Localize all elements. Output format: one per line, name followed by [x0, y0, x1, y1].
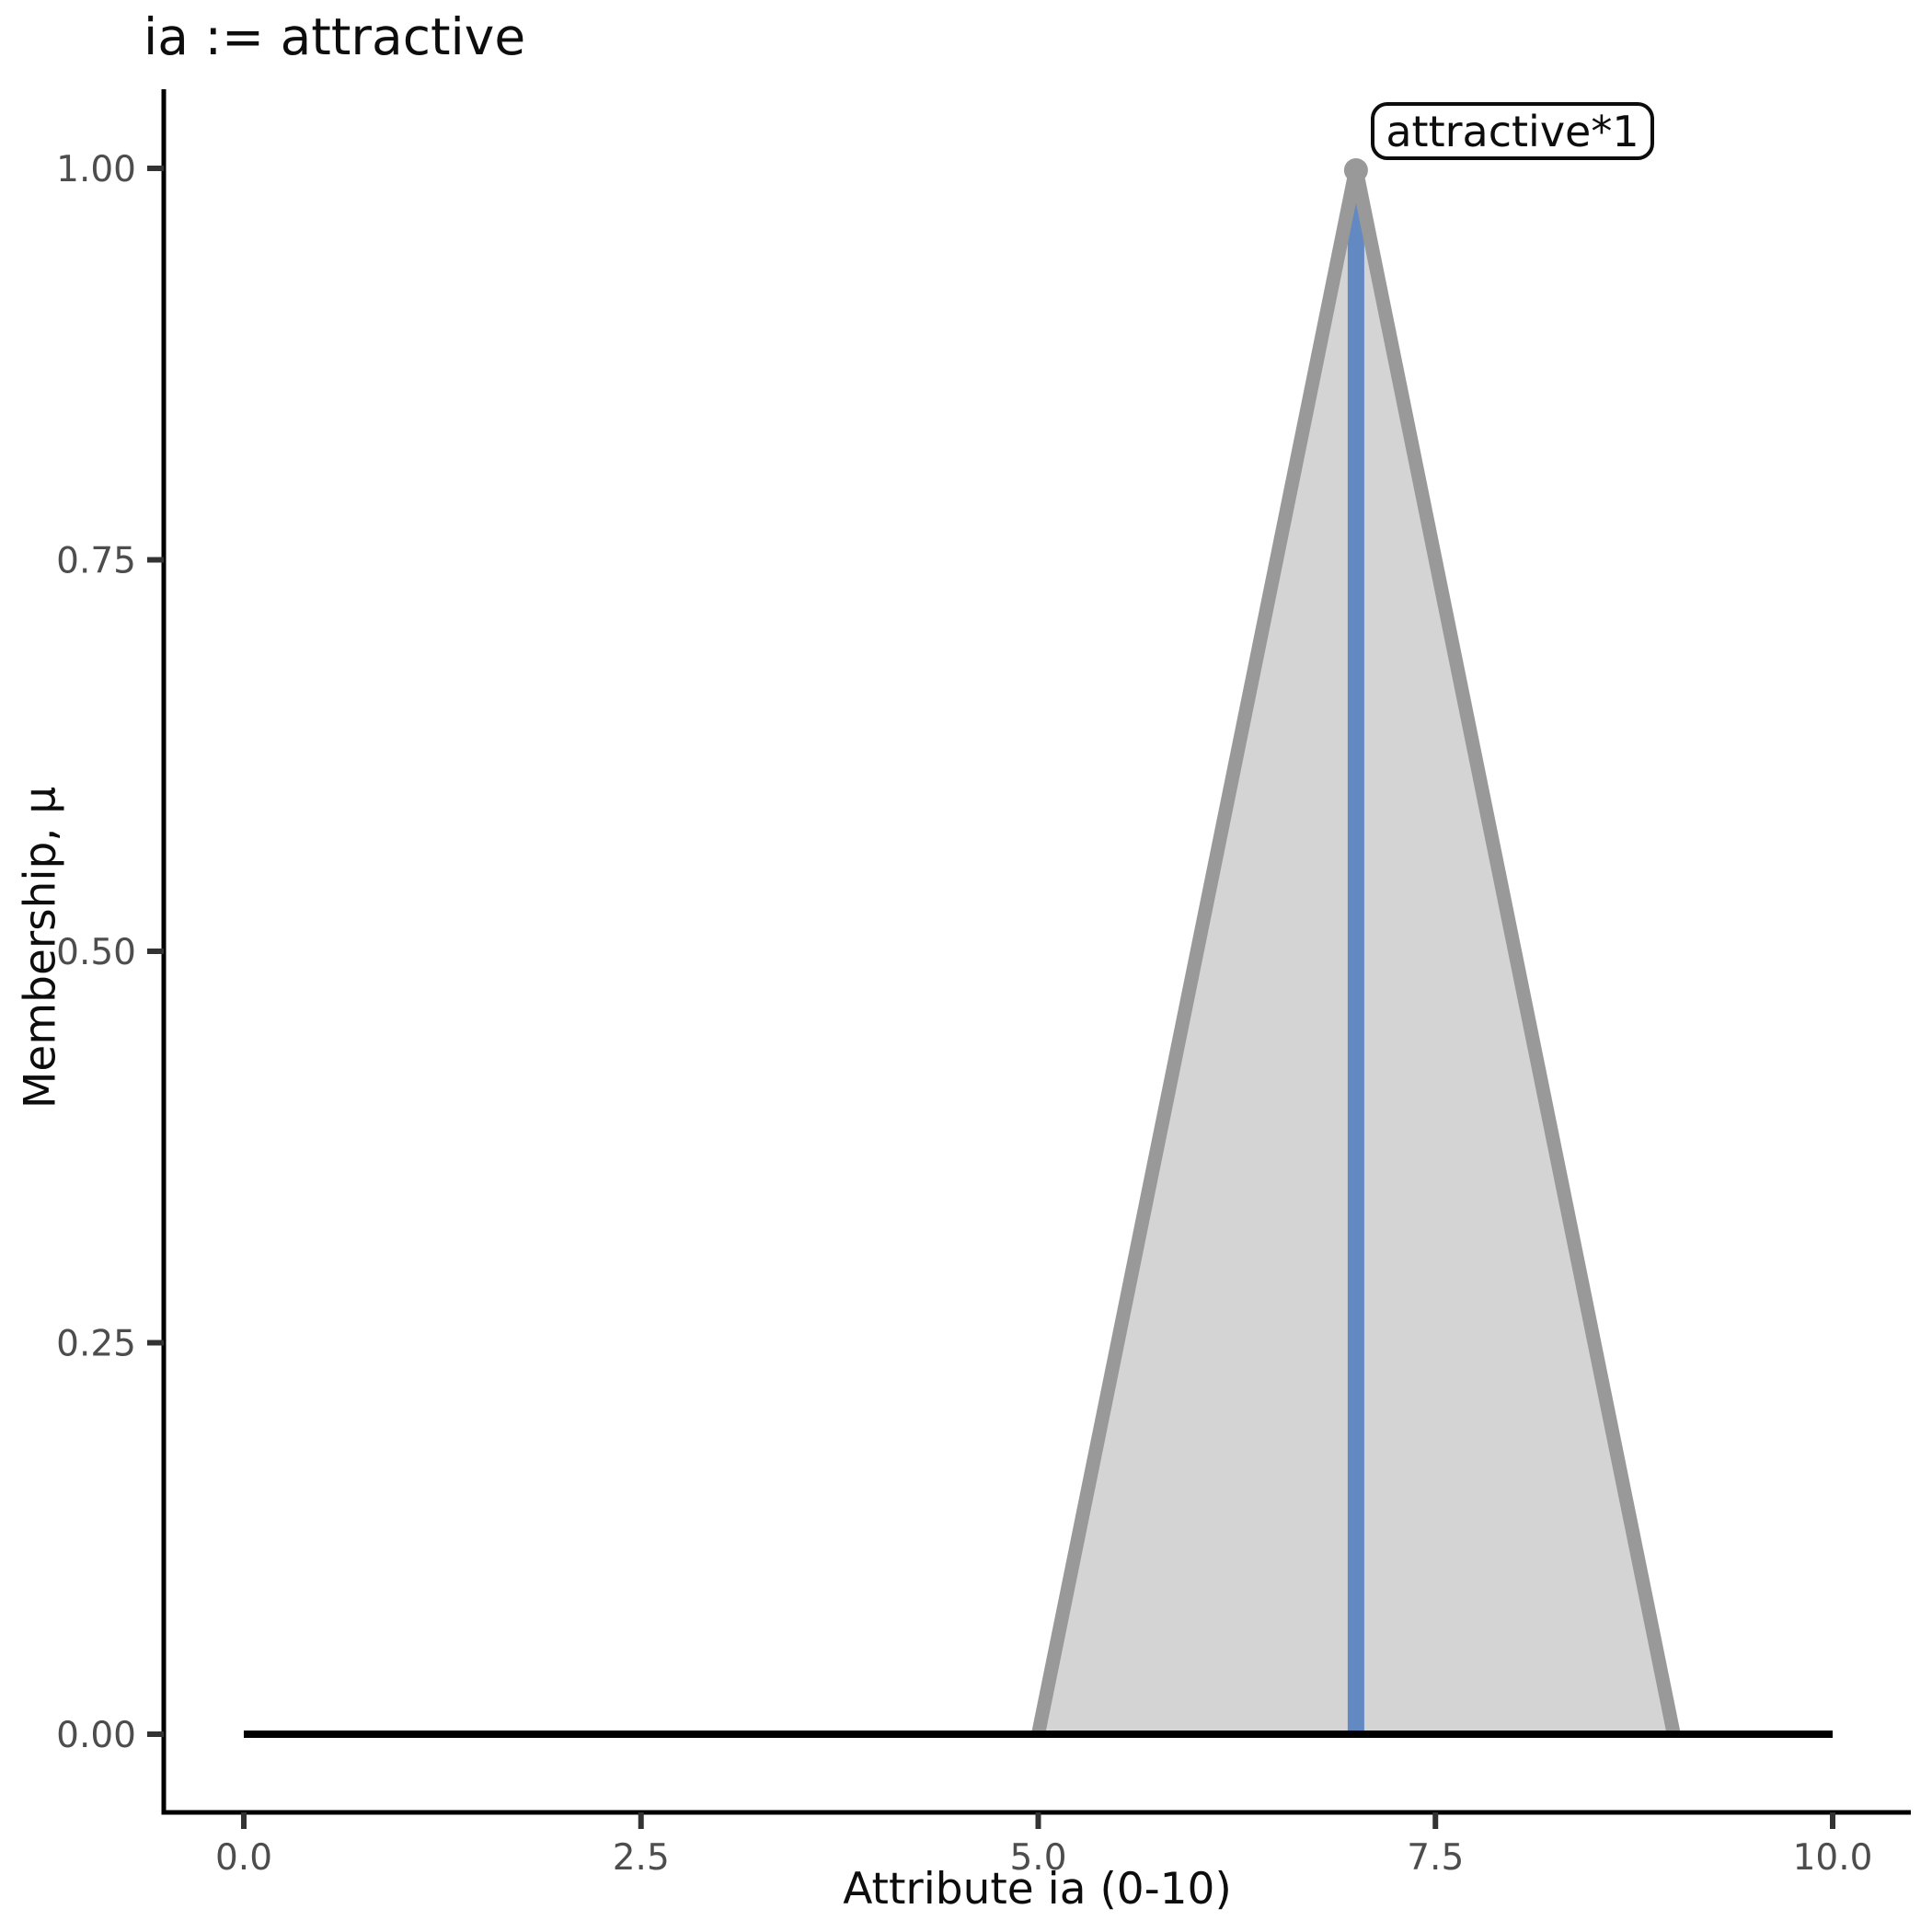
- x-tick-label: 7.5: [1407, 1837, 1464, 1879]
- plot-title: ia := attractive: [144, 7, 526, 66]
- y-tick-label: 0.50: [56, 932, 136, 973]
- membership-apex-cap: [1343, 158, 1368, 182]
- x-axis-title: Attribute ia (0-10): [843, 1864, 1232, 1915]
- x-tick-label: 5.0: [1009, 1837, 1066, 1879]
- y-tick-label: 0.75: [56, 541, 136, 582]
- y-tick-label: 0.25: [56, 1324, 136, 1365]
- y-axis-title: Membership, μ: [15, 786, 66, 1110]
- annotation-box: attractive*1: [1371, 102, 1654, 160]
- x-tick-label: 10.0: [1793, 1837, 1873, 1879]
- x-tick-label: 0.0: [215, 1837, 272, 1879]
- y-tick-label: 0.00: [56, 1715, 136, 1756]
- y-tick-label: 1.00: [56, 149, 136, 190]
- annotation-label: attractive*1: [1386, 106, 1639, 156]
- x-tick-label: 2.5: [613, 1837, 670, 1879]
